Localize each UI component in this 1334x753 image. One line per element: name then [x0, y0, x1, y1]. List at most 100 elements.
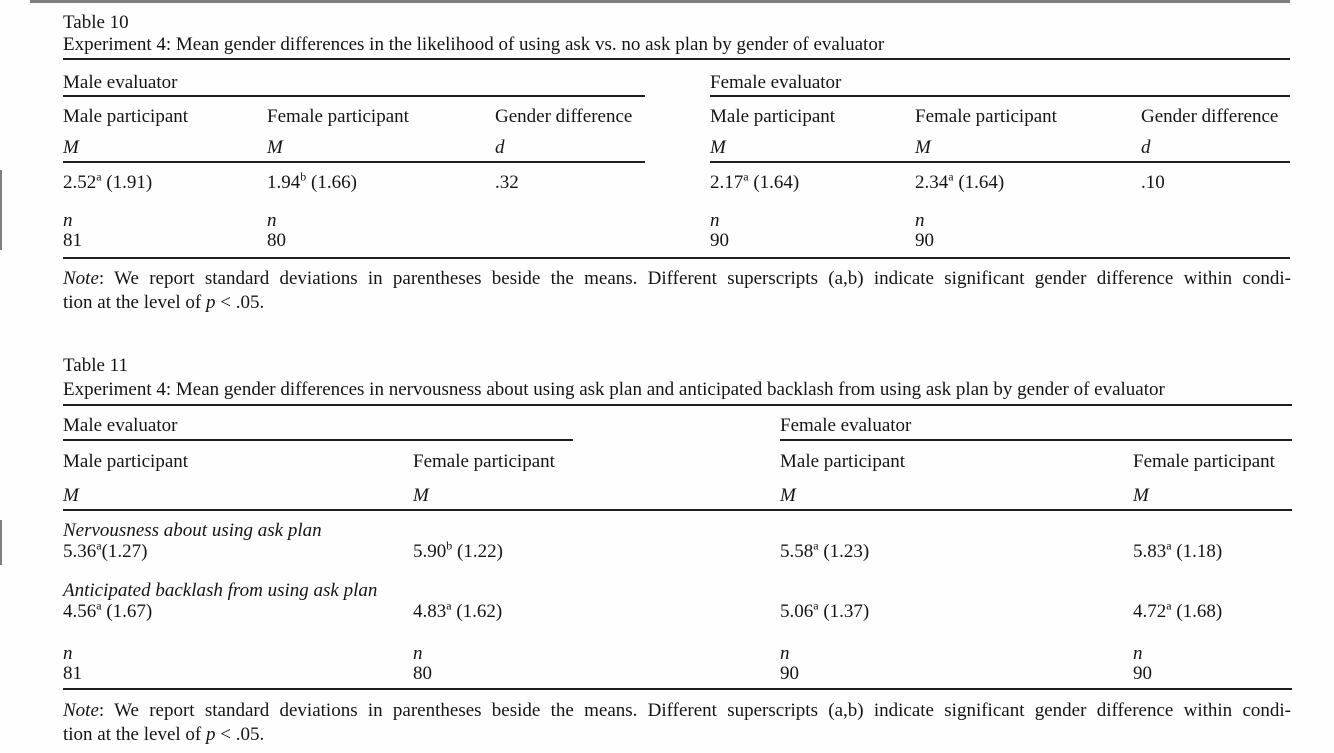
- table10-stat-header-m: M: [63, 137, 79, 158]
- sd-value: (1.37): [818, 601, 870, 622]
- table10-n-value: 90: [915, 230, 934, 251]
- table11-stat-header-m: M: [1133, 485, 1149, 506]
- significance-superscript: b: [446, 538, 453, 553]
- sd-value: (1.62): [451, 601, 503, 622]
- table11-bottom-rule: [63, 688, 1292, 690]
- table11-n-label: n: [63, 643, 73, 664]
- mean-value: 5.06: [780, 601, 814, 622]
- table10-group-header-male-evaluator: Male evaluator: [63, 72, 178, 93]
- table11-mean-cell: 5.36a(1.27): [63, 538, 148, 563]
- table11-top-rule: [63, 404, 1292, 406]
- note-text: < .05.: [215, 292, 265, 313]
- table10-mean-cell: 2.52a (1.91): [63, 169, 152, 194]
- sd-value: (1.27): [101, 541, 148, 562]
- table11-female-evaluator-rule: [780, 439, 1292, 441]
- note-text: tion at the level of: [63, 292, 206, 313]
- mean-value: 5.90: [413, 541, 447, 562]
- mean-value: 4.83: [413, 601, 447, 622]
- significance-superscript: a: [1166, 598, 1172, 613]
- mean-value: 2.52: [63, 172, 97, 193]
- sd-value: (1.23): [818, 541, 870, 562]
- table10-col-header: Female participant: [267, 106, 409, 127]
- table10-stat-header-d: d: [1141, 137, 1151, 158]
- sd-value: (1.64): [748, 172, 800, 193]
- sd-value: (1.18): [1171, 541, 1223, 562]
- table10-mean-cell: 2.17a (1.64): [710, 171, 800, 194]
- table10-n-label: n: [267, 210, 277, 231]
- table11-caption: Experiment 4: Mean gender differences in…: [63, 379, 1165, 400]
- table11-col-header: Male participant: [63, 451, 189, 472]
- table11-col-header: Female participant: [413, 451, 555, 472]
- table10-col-header: Female participant: [915, 106, 1057, 127]
- table10-n-value: 80: [267, 230, 286, 251]
- table10-group-header-female-evaluator: Female evaluator: [710, 72, 842, 93]
- table11-stat-header-m: M: [413, 485, 429, 506]
- scan-edge-strip: [30, 0, 1290, 3]
- table11-mean-cell: 4.56a (1.67): [63, 598, 153, 623]
- table10-n-label: n: [915, 210, 925, 231]
- sd-value: (1.67): [101, 601, 153, 622]
- table10-stat-header-m: M: [915, 137, 931, 158]
- table10-note-line1: Note: We report standard deviations in p…: [63, 267, 1291, 291]
- table11-col-header: Male participant: [780, 451, 906, 472]
- table11-stat-header-m: M: [63, 485, 79, 506]
- table10-note-line2: tion at the level of p < .05.: [63, 291, 264, 315]
- table11-col-header: Female participant: [1133, 451, 1275, 472]
- table11-note-line2: tion at the level of p < .05.: [63, 723, 264, 747]
- table10-stat-header-d: d: [495, 137, 505, 158]
- note-text: < .05.: [215, 724, 265, 745]
- table11-n-value: 90: [780, 663, 799, 684]
- table11-mean-cell: 4.72a (1.68): [1133, 598, 1223, 623]
- table10-top-rule: [63, 58, 1290, 60]
- table10-d-cell: .32: [495, 172, 519, 193]
- sd-value: (1.66): [306, 172, 357, 193]
- table11-mean-cell: 4.83a (1.62): [413, 600, 503, 623]
- table10-header-body-rule-left: [63, 161, 645, 163]
- note-text: : We report standard deviations in paren…: [98, 268, 1291, 289]
- sd-value: (1.68): [1171, 601, 1223, 622]
- table10-n-label: n: [63, 210, 73, 231]
- table10-label: Table 10: [63, 12, 129, 33]
- significance-superscript: a: [948, 169, 954, 184]
- mean-value: 2.17: [710, 172, 744, 193]
- table11-n-value: 80: [413, 663, 432, 684]
- table10-n-value: 90: [710, 230, 729, 251]
- table10-male-evaluator-rule: [63, 95, 645, 97]
- table11-group-header-female-evaluator: Female evaluator: [780, 415, 912, 436]
- table10-female-evaluator-rule: [710, 95, 1290, 97]
- table11-row-label-nervousness: Nervousness about using ask plan: [63, 520, 322, 541]
- significance-superscript: a: [96, 598, 102, 613]
- table11-mean-cell: 5.83a (1.18): [1133, 540, 1223, 563]
- sd-value: (1.64): [953, 172, 1005, 193]
- table11-header-body-rule: [63, 509, 1292, 511]
- significance-superscript: a: [96, 538, 102, 553]
- table10-stat-header-m: M: [267, 137, 283, 158]
- table10-mean-cell: 2.34a (1.64): [915, 169, 1005, 194]
- table11-note-line1: Note: We report standard deviations in p…: [63, 699, 1291, 723]
- note-text: tion at the level of: [63, 724, 206, 745]
- table10-d-cell: .10: [1141, 172, 1165, 193]
- mean-value: 4.56: [63, 601, 97, 622]
- scan-speck: [0, 520, 2, 565]
- mean-value: 5.83: [1133, 541, 1167, 562]
- table10-header-body-rule-right: [710, 161, 1290, 163]
- table10-mean-cell: 1.94b (1.66): [267, 169, 357, 194]
- significance-superscript: b: [300, 169, 307, 184]
- table10-n-value: 81: [63, 230, 82, 251]
- p-symbol: p: [205, 724, 216, 745]
- table10-stat-header-m: M: [710, 137, 726, 158]
- mean-value: 4.72: [1133, 601, 1167, 622]
- table11-n-label: n: [413, 643, 423, 664]
- table11-label: Table 11: [63, 355, 128, 376]
- mean-value: 1.94: [267, 172, 301, 193]
- table11-male-evaluator-rule: [63, 439, 573, 441]
- table10-col-header: Male participant: [710, 106, 836, 127]
- significance-superscript: a: [96, 169, 102, 184]
- table10-col-header: Gender difference: [1141, 106, 1279, 127]
- table11-mean-cell: 5.90b (1.22): [413, 538, 503, 563]
- table11-mean-cell: 5.06a (1.37): [780, 600, 870, 623]
- table10-n-label: n: [710, 210, 720, 231]
- table11-n-label: n: [1133, 643, 1143, 664]
- note-label: Note: [63, 700, 99, 721]
